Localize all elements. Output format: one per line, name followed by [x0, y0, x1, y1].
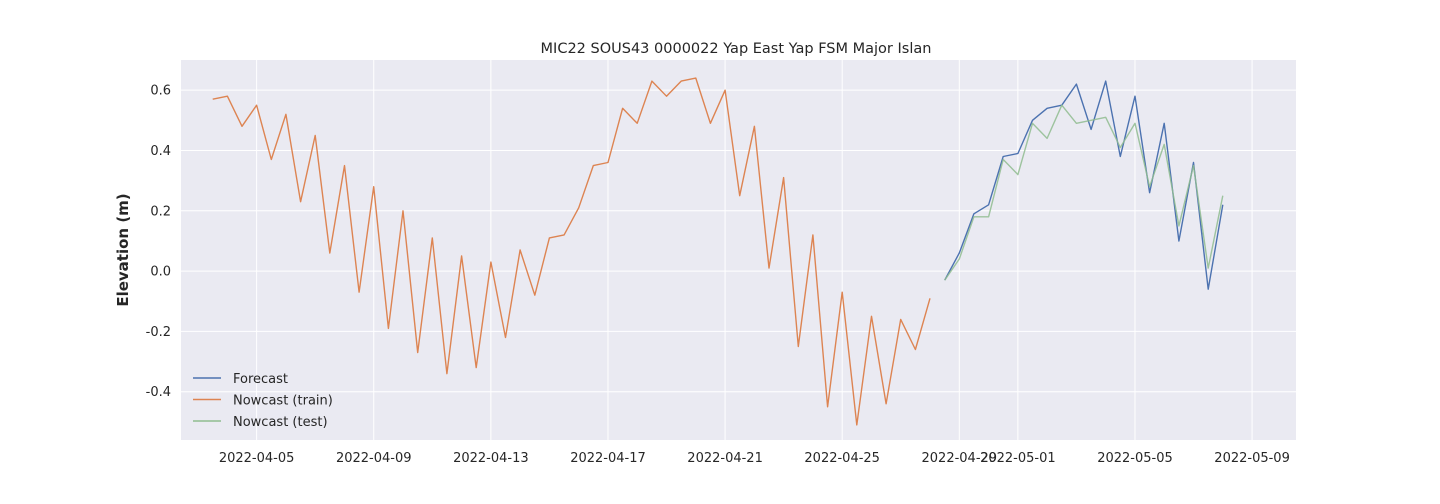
y-tick-label: 0.0 [150, 265, 171, 280]
x-tick-label: 2022-04-09 [336, 451, 412, 466]
grid-lines [181, 60, 1296, 440]
x-tick-label: 2022-05-09 [1214, 451, 1290, 466]
y-tick-label: -0.2 [146, 325, 171, 340]
x-axis: 2022-04-05 2022-04-09 2022-04-13 2022-04-17… [219, 451, 1290, 466]
x-tick-label: 2022-04-17 [570, 451, 646, 466]
series-line-nowcast-train [212, 77, 931, 426]
x-tick-label: 2022-04-25 [804, 451, 880, 466]
legend-label: Nowcast (train) [233, 394, 333, 409]
legend-label: Forecast [233, 372, 288, 387]
y-tick-label: 0.4 [150, 144, 171, 159]
plot-background [181, 60, 1296, 440]
x-tick-label: 2022-04-21 [687, 451, 763, 466]
x-tick-label: 2022-05-01 [980, 451, 1056, 466]
y-axis: -0.4 -0.2 0.0 0.2 0.4 0.6 [146, 84, 171, 401]
series-lines [212, 77, 1224, 426]
series-line-nowcast-test [944, 104, 1224, 281]
y-tick-label: -0.4 [146, 385, 171, 400]
y-axis-label: Elevation (m) [114, 193, 132, 306]
x-tick-label: 2022-04-05 [219, 451, 295, 466]
chart-title: MIC22 SOUS43 0000022 Yap East Yap FSM Ma… [541, 41, 932, 57]
x-tick-label: 2022-04-13 [453, 451, 529, 466]
legend-label: Nowcast (test) [233, 415, 328, 430]
y-tick-label: 0.2 [150, 204, 171, 219]
series-line-forecast [944, 80, 1224, 290]
y-tick-label: 0.6 [150, 84, 171, 99]
legend: Forecast Nowcast (train) Nowcast (test) [193, 372, 333, 430]
x-tick-label: 2022-04-29 [922, 451, 998, 466]
x-tick-label: 2022-05-05 [1097, 451, 1173, 466]
